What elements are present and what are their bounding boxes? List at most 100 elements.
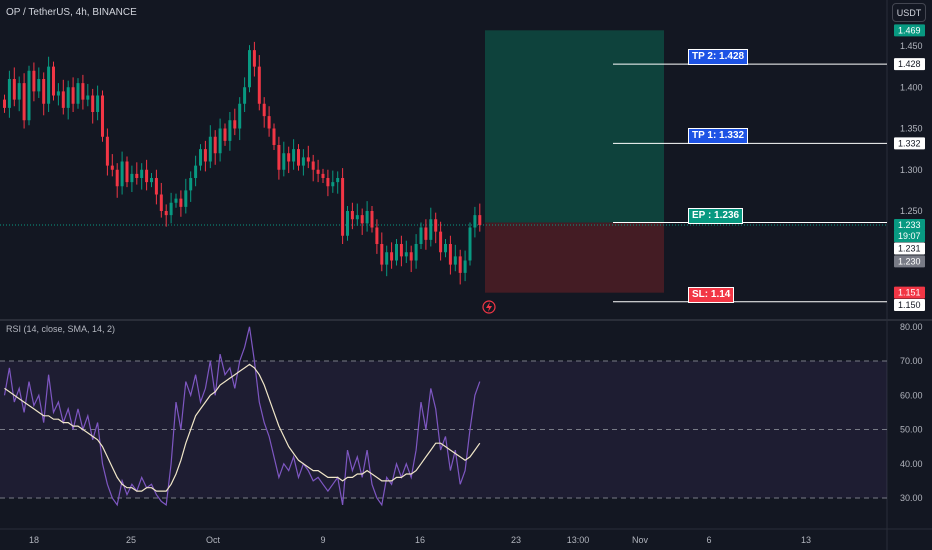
lightning-icon — [482, 300, 496, 314]
price-badge — [894, 286, 925, 299]
time-tick-label: 16 — [415, 535, 425, 545]
candle-body — [37, 79, 41, 92]
candle-body — [66, 87, 70, 108]
candle-body — [159, 194, 163, 211]
price-tick-label: 1.250 — [900, 206, 923, 216]
time-tick-label: 23 — [511, 535, 521, 545]
candle-body — [360, 215, 364, 224]
candle-body — [248, 50, 251, 88]
candle-body — [336, 178, 340, 183]
rsi-title: RSI (14, close, SMA, 14, 2) — [6, 324, 116, 334]
price-badge-label: 1.332 — [898, 138, 921, 148]
candle-body — [297, 149, 300, 166]
candle-body — [252, 50, 256, 67]
candle-body — [27, 70, 31, 121]
price-badge-label: 1.233 — [898, 220, 921, 230]
price-badge — [894, 58, 925, 71]
trade-level-label[interactable]: SL: 1.14 — [688, 286, 735, 303]
candle-body — [453, 256, 457, 265]
candle-body — [12, 79, 16, 100]
candle-body — [154, 178, 158, 195]
candle-body — [311, 161, 315, 170]
candle-body — [448, 244, 452, 265]
rsi-line — [3, 326, 481, 507]
candle-body — [184, 190, 188, 207]
candle-body — [71, 87, 75, 104]
candle-body — [409, 252, 413, 261]
candle-body — [277, 145, 281, 170]
candle-body — [238, 103, 242, 129]
candle-body — [76, 83, 80, 104]
time-tick-label: 6 — [706, 535, 711, 545]
candle-body — [3, 99, 6, 108]
candle-body — [208, 136, 212, 162]
candle-body — [130, 173, 134, 183]
candle-body — [115, 169, 119, 187]
trade-level-label[interactable]: TP 2: 1.428 — [688, 49, 749, 66]
candle-body — [228, 120, 232, 141]
candle-body — [267, 116, 271, 129]
candle-body — [272, 128, 276, 145]
rsi-tick-label: 70.00 — [900, 356, 923, 366]
candle-body — [86, 95, 90, 100]
loss-zone — [485, 222, 664, 293]
candle-body — [404, 252, 408, 257]
time-tick-label: Nov — [632, 535, 649, 545]
price-badge — [894, 299, 925, 312]
candle-body — [326, 178, 330, 187]
candle-body — [120, 161, 124, 187]
price-badge — [894, 137, 925, 150]
candle-body — [419, 227, 423, 244]
candle-body — [17, 83, 21, 100]
time-tick-label: 18 — [29, 535, 39, 545]
candle-body — [189, 178, 193, 191]
candle-body — [194, 165, 198, 178]
candle-body — [473, 215, 477, 228]
candle-body — [213, 136, 217, 154]
candle-body — [385, 252, 389, 265]
candle-body — [370, 211, 374, 228]
price-badge-label: 1.150 — [898, 300, 921, 310]
candle-body — [316, 169, 320, 174]
candle-body — [375, 227, 379, 244]
candle-body — [390, 252, 394, 261]
price-badge-label: 19:07 — [898, 231, 921, 241]
candle-body — [32, 70, 36, 92]
candle-body — [424, 227, 428, 240]
candle-body — [301, 157, 305, 166]
price-badge-label: 1.230 — [898, 256, 921, 266]
symbol-title: OP / TetherUS, 4h, BINANCE — [6, 7, 137, 18]
candle-body — [434, 219, 438, 232]
candle-body — [223, 128, 227, 141]
price-badge — [894, 24, 925, 37]
candle-body — [81, 83, 85, 100]
rsi-tick-label: 60.00 — [900, 390, 923, 400]
candle-body — [458, 256, 462, 273]
currency-button[interactable]: USDT — [892, 3, 926, 22]
time-tick-label: Oct — [206, 535, 221, 545]
candle-body — [164, 211, 168, 216]
candle-body — [478, 215, 482, 226]
candle-body — [42, 79, 46, 104]
candle-body — [341, 178, 345, 236]
candle-body — [414, 244, 418, 261]
price-badge-label: 1.151 — [898, 288, 921, 298]
candle-body — [52, 66, 55, 96]
trade-level-label[interactable]: EP : 1.236 — [688, 207, 744, 224]
candle-body — [96, 95, 100, 112]
candle-body — [47, 66, 51, 104]
trade-level-label[interactable]: TP 1: 1.332 — [688, 128, 749, 145]
candle-body — [101, 95, 104, 137]
candle-body — [22, 83, 26, 121]
price-tick-label: 1.350 — [900, 124, 923, 134]
candle-body — [287, 153, 291, 162]
rsi-tick-label: 50.00 — [900, 425, 923, 435]
profit-zone — [485, 30, 664, 223]
candle-body — [61, 91, 65, 108]
price-tick-label: 1.300 — [900, 165, 923, 175]
time-tick-label: 9 — [320, 535, 325, 545]
candle-body — [350, 211, 354, 220]
candle-body — [399, 244, 403, 257]
